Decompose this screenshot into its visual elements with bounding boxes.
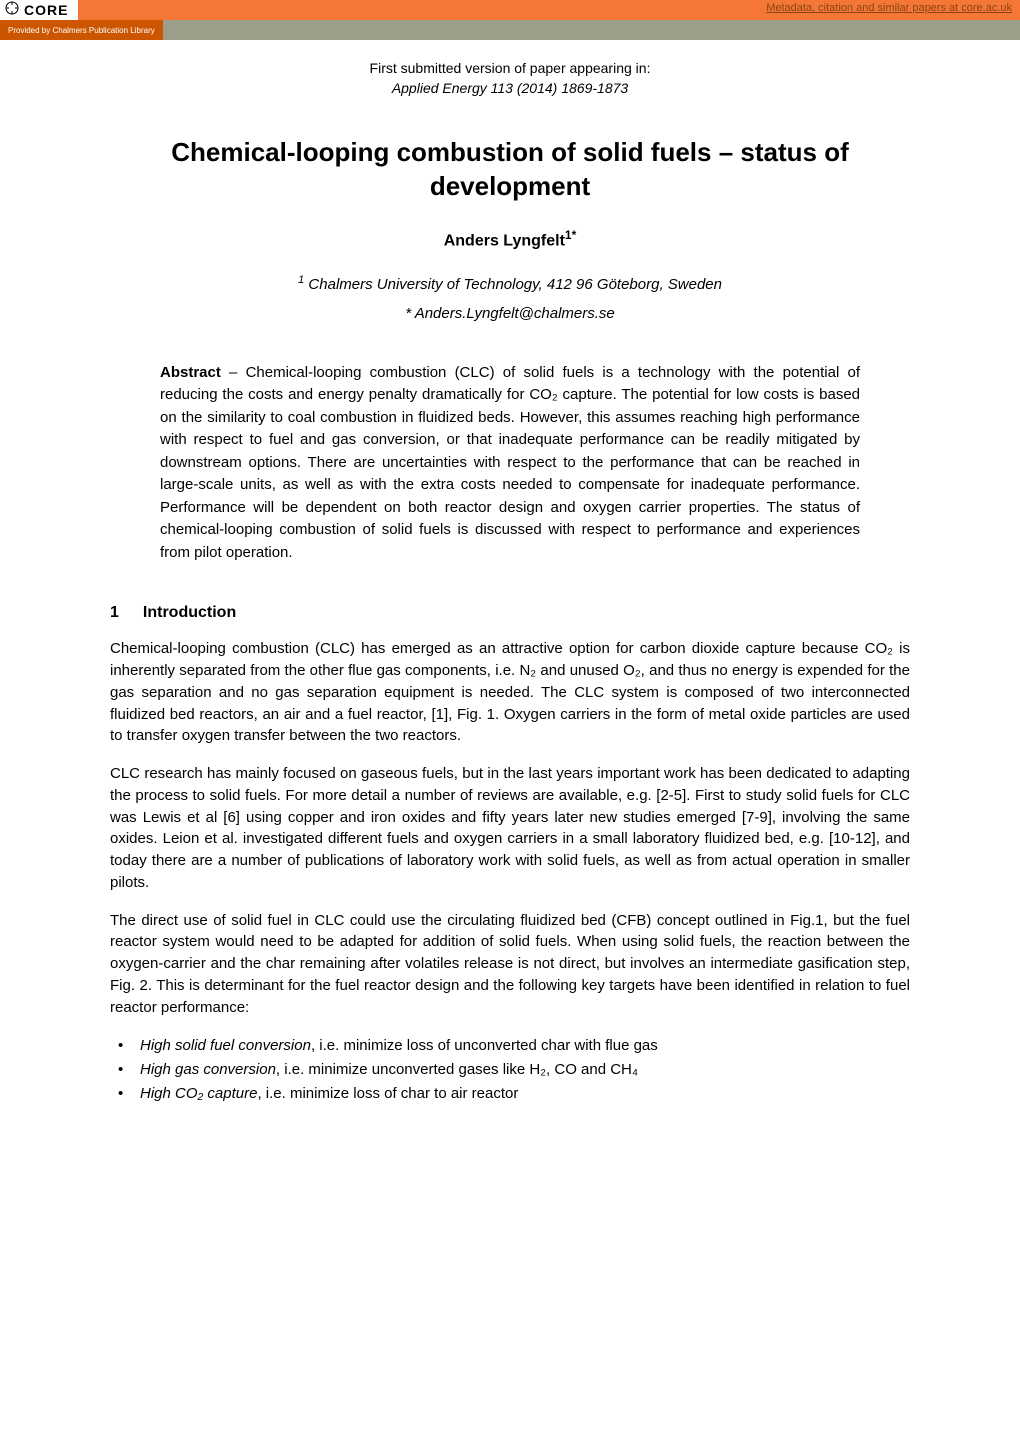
affiliation-line: 1 Chalmers University of Technology, 412… (110, 274, 910, 293)
bullet-rest: , i.e. minimize loss of char to air reac… (257, 1085, 518, 1102)
paragraph: Chemical-looping combustion (CLC) has em… (110, 638, 910, 747)
journal-info: Applied Energy 113 (2014) 1869-1873 (110, 80, 910, 96)
submission-info: First submitted version of paper appeari… (110, 60, 910, 76)
author-superscript: 1* (565, 228, 576, 242)
section-title: Introduction (143, 604, 236, 621)
core-label: CORE (24, 2, 68, 18)
abstract-block: Abstract – Chemical-looping combustion (… (160, 362, 860, 565)
bullet-list: High solid fuel conversion, i.e. minimiz… (110, 1034, 910, 1106)
email-line: * Anders.Lyngfelt@chalmers.se (110, 305, 910, 322)
list-item: High gas conversion, i.e. minimize uncon… (110, 1058, 910, 1082)
paper-title: Chemical-looping combustion of solid fue… (110, 136, 910, 204)
author-name: Anders Lyngfelt (444, 232, 565, 249)
list-item: High CO₂ capture, i.e. minimize loss of … (110, 1082, 910, 1106)
page-content: First submitted version of paper appeari… (0, 40, 1020, 1146)
section-heading: 1 Introduction (110, 604, 910, 622)
top-banner: CORE Metadata, citation and similar pape… (0, 0, 1020, 20)
section-number: 1 (110, 604, 119, 622)
abstract-label: Abstract (160, 364, 221, 381)
core-badge: CORE (0, 0, 78, 20)
affiliation-text: Chalmers University of Technology, 412 9… (304, 276, 722, 293)
bullet-italic: High gas conversion (140, 1061, 276, 1078)
sub-banner: Provided by Chalmers Publication Library (0, 20, 1020, 40)
abstract-text: – Chemical-looping combustion (CLC) of s… (160, 364, 860, 561)
core-icon (4, 0, 20, 21)
metadata-link[interactable]: Metadata, citation and similar papers at… (766, 2, 1012, 14)
provided-by-label: Provided by Chalmers Publication Library (0, 20, 163, 40)
bullet-rest: , i.e. minimize unconverted gases like H… (276, 1061, 638, 1078)
list-item: High solid fuel conversion, i.e. minimiz… (110, 1034, 910, 1058)
bullet-italic: High CO₂ capture (140, 1085, 257, 1102)
bullet-italic: High solid fuel conversion (140, 1037, 311, 1054)
paragraph: The direct use of solid fuel in CLC coul… (110, 910, 910, 1019)
bullet-rest: , i.e. minimize loss of unconverted char… (311, 1037, 658, 1054)
paragraph: CLC research has mainly focused on gaseo… (110, 763, 910, 894)
author-line: Anders Lyngfelt1* (110, 228, 910, 250)
